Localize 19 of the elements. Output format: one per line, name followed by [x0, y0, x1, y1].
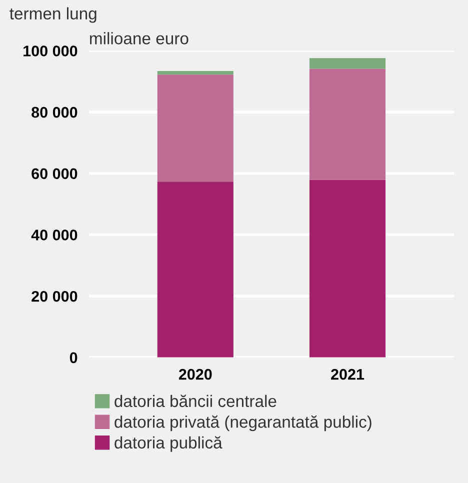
bar [157, 182, 234, 358]
x-tick-label: 2020 [178, 368, 212, 380]
y-tick-label: 80 000 [32, 106, 78, 118]
bar [157, 74, 234, 182]
bar [157, 70, 234, 75]
legend-label: datoria publică [114, 436, 222, 452]
bar [309, 58, 386, 69]
y-tick-label: 60 000 [32, 168, 78, 180]
legend-label: datoria privată (negarantată public) [114, 415, 372, 432]
y-tick-label: 100 000 [24, 46, 78, 56]
y-tick-label: 40 000 [31, 230, 78, 240]
chart-title: termen lung [10, 7, 96, 23]
legend-label: datoria băncii centrale [114, 394, 276, 408]
y-tick-label: 0 [70, 352, 78, 364]
bar [309, 180, 386, 358]
y-tick-label: 20 000 [32, 290, 78, 302]
y-axis-title: milioane euro [90, 32, 188, 44]
x-tick-label: 2021 [331, 368, 364, 380]
bar [309, 68, 386, 180]
